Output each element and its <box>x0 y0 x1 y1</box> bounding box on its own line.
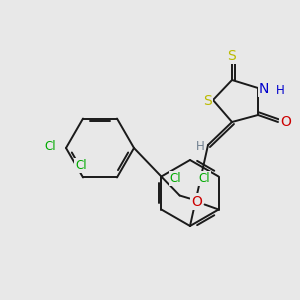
Text: Cl: Cl <box>44 140 56 152</box>
Text: S: S <box>228 49 236 63</box>
Text: O: O <box>191 194 202 208</box>
Text: Cl: Cl <box>199 172 210 185</box>
Text: Cl: Cl <box>169 172 181 185</box>
Text: N: N <box>259 82 269 96</box>
Text: S: S <box>204 94 212 108</box>
Text: O: O <box>280 115 291 129</box>
Text: H: H <box>276 83 285 97</box>
Text: Cl: Cl <box>75 159 87 172</box>
Text: H: H <box>196 140 204 154</box>
